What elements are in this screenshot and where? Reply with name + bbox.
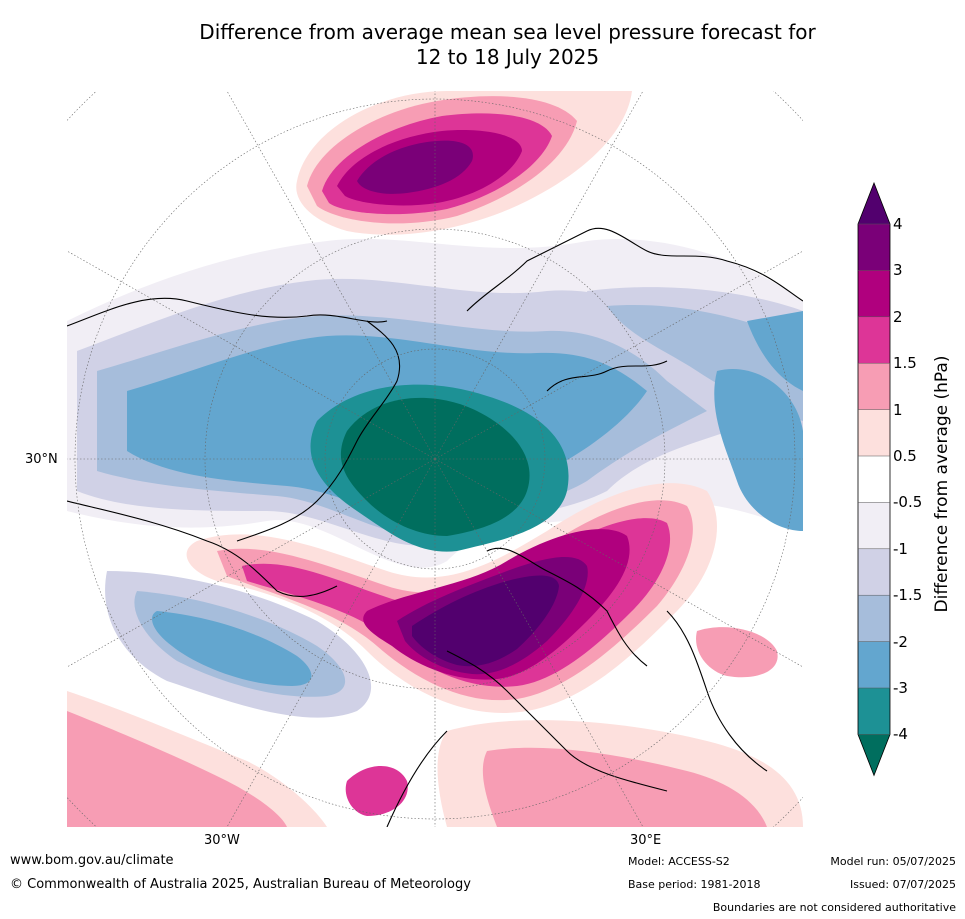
colorbar-tick-label: -2	[893, 632, 908, 651]
colorbar-segment--1_to_-0.5	[858, 502, 890, 550]
colorbar-extend-bottom	[858, 734, 890, 776]
colorbar-segment--1.5_to_-1	[858, 548, 890, 596]
title-line-1: Difference from average mean sea level p…	[199, 20, 816, 44]
colorbar-segment--0.5_to_0.5	[858, 456, 890, 503]
colorbar-tick-label: -3	[893, 679, 908, 697]
anomaly-field-positive	[67, 91, 803, 827]
colorbar-tick-label: 1	[893, 400, 903, 419]
map-canvas	[67, 91, 803, 827]
lon-label-30w: 30°W	[204, 833, 240, 848]
anomaly-field-negative	[67, 238, 803, 718]
colorbar-tick-label: -4	[893, 725, 908, 744]
colorbar-tick-label: -1.5	[893, 586, 923, 605]
lat-label-30n: 30°N	[25, 452, 58, 467]
colorbar-segment--2_to_-1.5	[858, 595, 890, 643]
model-text: Model: ACCESS-S2	[628, 855, 730, 868]
colorbar-segment-0.5_to_1	[858, 409, 890, 457]
graticule	[67, 91, 803, 827]
issued-text: Issued: 07/07/2025	[849, 878, 956, 891]
lon-label-30e: 30°E	[630, 833, 662, 848]
colorbar-label: Difference from average (hPa)	[932, 355, 952, 613]
colorbar	[857, 182, 891, 777]
colorbar-tick-label: -1	[893, 539, 908, 558]
colorbar-segment-3_to_4	[858, 224, 890, 271]
boundaries-note: Boundaries are not considered authoritat…	[712, 901, 956, 914]
model-run-text: Model run: 05/07/2025	[830, 855, 956, 868]
colorbar-segment-2_to_3	[858, 270, 890, 318]
colorbar-tick-label: -0.5	[893, 493, 923, 512]
colorbar-segment--3_to_-2	[858, 641, 890, 689]
base-period-text: Base period: 1981-2018	[628, 878, 761, 891]
colorbar-tick-label: 4	[893, 215, 903, 233]
colorbar-segment-1_to_1.5	[858, 363, 890, 411]
website-link[interactable]: www.bom.gov.au/climate	[10, 853, 174, 868]
polar-map	[67, 91, 803, 827]
colorbar-segment--4_to_-3	[858, 688, 890, 735]
title-line-2: 12 to 18 July 2025	[415, 45, 600, 69]
colorbar-tick-label: 1.5	[893, 354, 917, 373]
chart-title: Difference from average mean sea level p…	[60, 20, 955, 70]
colorbar-extend-top	[858, 183, 890, 224]
colorbar-segment-1.5_to_2	[858, 316, 890, 364]
copyright-text: © Commonwealth of Australia 2025, Austra…	[10, 877, 471, 892]
colorbar-tick-label: 3	[893, 261, 903, 280]
colorbar-tick-label: 0.5	[893, 447, 917, 465]
colorbar-tick-label: 2	[893, 307, 903, 326]
